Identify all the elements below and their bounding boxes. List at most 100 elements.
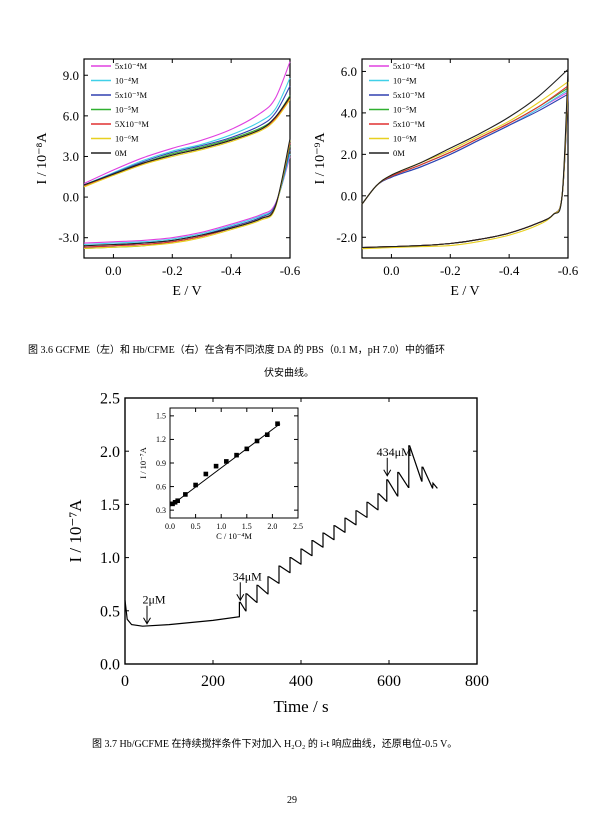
y-tick-label: 0.3 (156, 506, 166, 515)
cv-curve-lower-10⁻⁶M (83, 140, 291, 250)
x-tick-label: -0.4 (221, 263, 242, 278)
figure-caption-3-6-line2: 伏安曲线。 (264, 368, 314, 379)
inset-data-point (254, 438, 260, 444)
x-tick-label: -0.6 (280, 263, 301, 278)
cv-curve-lower-5x10⁻⁵M (361, 94, 569, 249)
inset-data-point (244, 446, 250, 452)
x-tick-label: 1.0 (216, 522, 226, 531)
inset-data-point (203, 471, 209, 477)
legend-label: 10⁻⁵M (393, 105, 417, 115)
y-tick-label: 1.5 (156, 412, 166, 421)
y-tick-label: 2.0 (100, 444, 120, 461)
cv-chart-right: 0.0 -0.2 -0.4 -0.6 -2.0 0.0 2.0 4.0 6.0 E / V I / … (313, 58, 579, 299)
x-tick-label: 600 (377, 673, 401, 690)
legend-label: 5x10⁻⁵M (115, 90, 147, 100)
inset-data-point (275, 421, 280, 427)
inset-data-point (224, 459, 229, 464)
legend-label: 10⁻⁶M (393, 134, 417, 144)
legend-label: 0M (115, 148, 127, 158)
inset-data-point (183, 492, 188, 497)
x-axis-title: E / V (172, 284, 201, 299)
inset-data-point (170, 501, 175, 507)
legend-label: 10⁻⁶M (115, 134, 139, 144)
inset-fit-line (169, 423, 281, 507)
x-tick-label: 800 (465, 673, 489, 690)
figure-caption-3-6-line1: 图 3.6 GCFME（左）和 Hb/CFME（右）在含有不同浓度 DA 的 P… (28, 345, 445, 356)
x-tick-label: -0.2 (440, 263, 461, 278)
annotation-label: 434μM (377, 445, 412, 459)
inset-data-point (234, 452, 239, 458)
inset-data-point (175, 498, 180, 504)
cv-curve-lower-5X10⁻⁶M (83, 142, 291, 248)
legend-label: 5x10⁻⁵M (393, 90, 425, 100)
y-axis-title: I / 10⁻⁷A (66, 499, 85, 563)
cv-curve-upper-10⁻⁴M (83, 77, 291, 186)
annotation-arrow-head (143, 617, 151, 625)
inset-calibration-plot: 0.0 0.5 1.0 1.5 2.0 2.50.30.60.91.21.5C / 10⁻… (138, 407, 303, 541)
y-tick-label: -3.0 (58, 230, 79, 245)
annotation-arrow-head (383, 469, 392, 477)
x-tick-label: 2.0 (267, 522, 277, 531)
plot-frame (361, 58, 569, 259)
y-tick-label: 0.6 (156, 482, 166, 491)
legend-label: 5x10⁻⁴M (115, 61, 147, 71)
legend-label: 10⁻⁴M (115, 76, 139, 86)
x-tick-label: 0.0 (105, 263, 121, 278)
cv-chart-left: 0.0 -0.2 -0.4 -0.6 -3.0 0.0 3.0 6.0 9.0 E / V I / … (35, 58, 301, 299)
cv-curve-lower-10⁻⁴M (83, 153, 291, 246)
y-tick-label: 0.9 (156, 459, 166, 468)
y-tick-label: 1.0 (100, 550, 120, 567)
inset-data-point (193, 482, 198, 488)
x-tick-label: 1.5 (242, 522, 252, 531)
y-tick-label: 0.0 (100, 657, 120, 674)
x-tick-label: 2.5 (293, 522, 303, 531)
cv-curve-upper-0M (83, 96, 291, 186)
x-tick-label: 0.5 (191, 522, 201, 531)
y-tick-label: 1.5 (100, 497, 120, 514)
y-tick-label: 9.0 (63, 68, 79, 83)
x-axis-title: Time / s (273, 697, 328, 716)
y-tick-label: 3.0 (63, 149, 79, 164)
cv-curve-lower-10⁻⁵M (83, 145, 291, 250)
plot-frame (83, 58, 291, 259)
x-tick-label: 0.0 (383, 263, 399, 278)
it-chart: 0 200 400 600 800 0.0 0.5 1.0 1.5 2.0 2.5 Time / s I… (66, 391, 489, 716)
legend-label: 5X10⁻⁶M (115, 119, 149, 129)
y-tick-label: -2.0 (336, 230, 357, 245)
legend-label: 10⁻⁴M (393, 76, 417, 86)
it-response-curve (124, 445, 438, 627)
cv-curve-lower-5x10⁻⁴M (83, 156, 291, 244)
x-tick-label: 0 (121, 673, 129, 690)
y-tick-label: 0.0 (63, 190, 79, 205)
cv-curve-lower-5x10⁻⁵M (83, 149, 291, 248)
x-tick-label: -0.6 (558, 263, 579, 278)
cv-curve-lower-0M (83, 138, 291, 247)
figure-caption-3-7: 图 3.7 Hb/GCFME 在持续搅拌条件下对加入 H₂O₂ 的 i-t 响应… (92, 739, 458, 750)
y-tick-label: 4.0 (341, 105, 357, 120)
inset-data-point (213, 463, 219, 469)
cv-curve-lower-5x10⁻⁴M (361, 92, 569, 249)
legend-label: 10⁻⁵M (115, 105, 139, 115)
y-axis-title: I / 10⁻⁸A (35, 132, 50, 185)
y-axis-title: I / 10⁻⁹A (313, 132, 328, 185)
x-axis-title: E / V (450, 284, 479, 299)
cv-curve-upper-5x10⁻⁴M (83, 61, 291, 185)
y-tick-label: 6.0 (341, 64, 357, 79)
x-tick-label: 400 (289, 673, 313, 690)
y-tick-label: 2.5 (100, 391, 120, 408)
y-tick-label: 0.5 (100, 603, 120, 620)
x-tick-label: -0.4 (499, 263, 520, 278)
x-tick-label: 0.0 (165, 522, 175, 531)
y-tick-label: 0.0 (341, 188, 357, 203)
annotation-label: 2μM (142, 593, 165, 607)
x-tick-label: -0.2 (162, 263, 183, 278)
annotation-arrow-head (236, 594, 245, 602)
inset-data-point (264, 432, 270, 438)
y-tick-label: 6.0 (63, 108, 79, 123)
cv-curve-upper-5x10⁻⁵M (83, 85, 291, 187)
legend-label: 5x10⁻⁶M (393, 119, 425, 129)
inset-data-point (172, 499, 178, 505)
annotation-label: 34μM (233, 569, 262, 583)
x-tick-label: 200 (201, 673, 225, 690)
